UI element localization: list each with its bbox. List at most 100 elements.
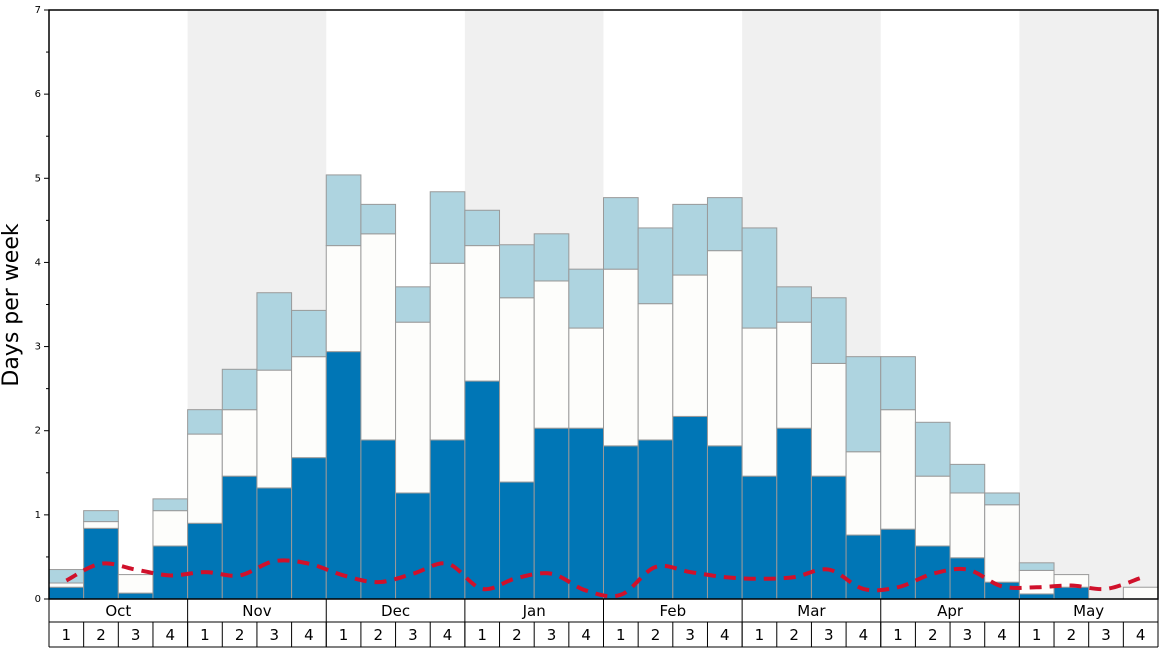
y-tick-label: 1	[35, 510, 41, 521]
bar-segment	[603, 197, 639, 270]
bar-segment	[256, 292, 293, 371]
bar-segment	[291, 309, 327, 358]
y-tick-label: 4	[35, 257, 41, 268]
week-label: 4	[720, 626, 730, 644]
bar-segment	[187, 522, 223, 600]
bar-segment	[1018, 569, 1055, 595]
y-tick-label: 0	[35, 594, 41, 605]
week-label: 3	[131, 626, 141, 644]
bar-segment	[1053, 586, 1090, 600]
y-tick-label: 6	[35, 89, 41, 100]
bar-segment	[776, 286, 812, 323]
month-label: Dec	[381, 602, 410, 620]
week-label: 1	[62, 626, 72, 644]
week-label: 4	[581, 626, 591, 644]
week-label: 3	[269, 626, 279, 644]
bar-segment	[845, 356, 882, 453]
week-label: 4	[859, 626, 869, 644]
bar-segment	[117, 574, 154, 594]
week-label: 2	[373, 626, 383, 644]
bar-segment	[672, 274, 708, 417]
bar-segment	[325, 174, 362, 247]
bar-segment	[810, 297, 847, 364]
bar-segment	[1018, 562, 1055, 571]
bar-segment	[672, 203, 708, 276]
bar-segment	[914, 475, 951, 547]
bar-segment	[291, 457, 327, 600]
week-label: 1	[616, 626, 626, 644]
bar-segment	[810, 362, 847, 477]
week-label: 3	[963, 626, 973, 644]
month-label: Feb	[660, 602, 687, 620]
week-label: 1	[755, 626, 765, 644]
bar-segment	[880, 356, 916, 411]
bar-segment	[706, 250, 743, 447]
bar-segment	[256, 487, 293, 600]
week-label: 2	[789, 626, 799, 644]
week-label: 1	[200, 626, 210, 644]
month-label: May	[1073, 602, 1104, 620]
month-label: Mar	[797, 602, 826, 620]
bar-segment	[741, 227, 778, 329]
bar-segment	[499, 481, 535, 600]
month-label: Oct	[105, 602, 131, 620]
month-label: Nov	[242, 602, 271, 620]
bar-segment	[637, 303, 674, 441]
bar-segment	[395, 286, 431, 323]
bar-segment	[499, 297, 535, 483]
week-label: 1	[893, 626, 903, 644]
bar-segment	[117, 592, 154, 600]
month-label: Apr	[937, 602, 964, 620]
bar-segment	[603, 268, 639, 447]
bar-segment	[429, 191, 466, 264]
bar-segment	[152, 510, 189, 547]
week-label: 2	[96, 626, 106, 644]
bar-segment	[637, 227, 674, 305]
bar-segment	[1018, 593, 1055, 600]
week-label: 2	[512, 626, 522, 644]
bar-segment	[880, 409, 916, 530]
week-label: 3	[685, 626, 695, 644]
bar-segment	[984, 492, 1020, 506]
bar-segment	[187, 433, 223, 524]
bar-segment	[568, 327, 604, 429]
week-label: 3	[547, 626, 557, 644]
bar-segment	[325, 245, 362, 353]
bar-segment	[221, 409, 258, 477]
bar-segment	[256, 369, 293, 489]
week-label: 4	[304, 626, 314, 644]
bar-segment	[741, 327, 778, 477]
bar-segment	[949, 492, 986, 559]
bar-segment	[533, 233, 570, 282]
week-label: 4	[166, 626, 176, 644]
bar-segment	[949, 557, 986, 600]
bar-segment	[83, 521, 119, 529]
bar-segment	[152, 545, 189, 600]
bar-segment	[1122, 586, 1159, 600]
bar-segment	[221, 475, 258, 600]
week-label: 2	[651, 626, 661, 644]
bar-segment	[48, 569, 85, 584]
bar-segment	[464, 380, 501, 600]
bar-segment	[568, 427, 604, 600]
week-label: 3	[824, 626, 834, 644]
y-tick-label: 7	[35, 5, 41, 16]
month-band	[1019, 10, 1158, 599]
bar-segment	[776, 321, 812, 429]
week-label: 1	[339, 626, 349, 644]
y-tick-label: 5	[35, 173, 41, 184]
bar-segment	[845, 451, 882, 536]
bar-segment	[776, 427, 812, 600]
bar-segment	[395, 492, 431, 600]
bar-segment	[568, 268, 604, 329]
bar-segment	[360, 439, 397, 600]
week-label: 1	[1032, 626, 1042, 644]
bar-segment	[83, 510, 119, 523]
bar-segment	[810, 475, 847, 600]
week-label: 4	[997, 626, 1007, 644]
week-label: 3	[408, 626, 418, 644]
bar-segment	[395, 321, 431, 494]
week-label: 2	[928, 626, 938, 644]
bar-segment	[464, 209, 501, 247]
